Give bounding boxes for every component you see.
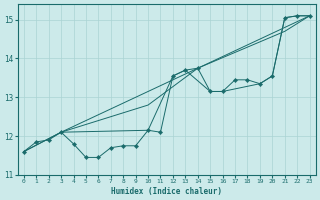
X-axis label: Humidex (Indice chaleur): Humidex (Indice chaleur) xyxy=(111,187,222,196)
